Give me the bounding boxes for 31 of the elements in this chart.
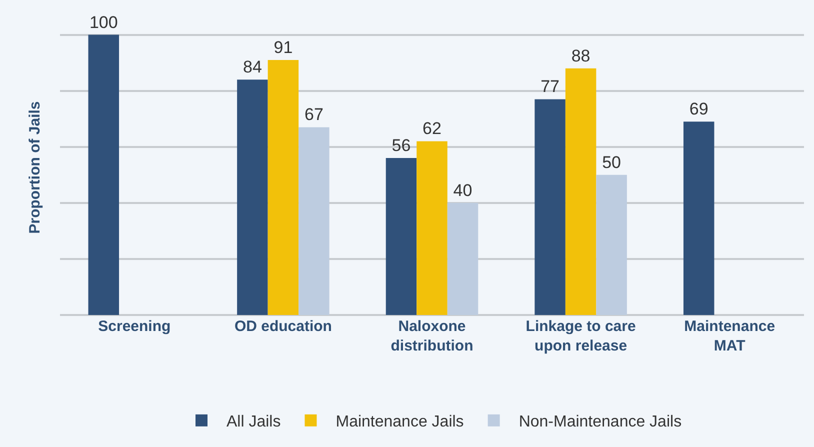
x-tick-label: Linkage to care upon release — [526, 318, 636, 354]
bar — [683, 122, 714, 315]
data-label: 100 — [89, 12, 118, 32]
data-label: 67 — [304, 105, 324, 124]
bar — [565, 68, 596, 315]
legend-label: Maintenance Jails — [336, 414, 464, 431]
legend-label: Non-Maintenance Jails — [518, 414, 682, 431]
x-tick-label: Maintenance MAT — [684, 318, 776, 354]
bar — [596, 174, 627, 315]
data-label: 56 — [392, 136, 411, 156]
data-label: 77 — [540, 77, 560, 96]
bar — [447, 202, 478, 315]
bar — [88, 34, 120, 315]
data-label: 50 — [602, 152, 622, 172]
data-label: 69 — [689, 100, 708, 119]
legend-label: All Jails — [226, 414, 281, 431]
data-label: 91 — [274, 38, 293, 57]
bar — [298, 127, 330, 315]
y-axis-title: Proportion of Jails — [26, 101, 44, 234]
x-tick-label: OD education — [234, 318, 332, 335]
bar — [268, 60, 299, 315]
data-label: 88 — [571, 46, 590, 66]
bar — [237, 80, 268, 315]
x-tick-label: Screening — [98, 318, 171, 335]
bar — [386, 158, 417, 315]
data-label: 62 — [422, 119, 442, 138]
data-label: 84 — [242, 58, 262, 77]
bar — [416, 141, 448, 315]
x-tick-label: Naloxone distribution — [390, 318, 474, 354]
data-label: 40 — [453, 180, 472, 200]
bar — [534, 99, 566, 315]
